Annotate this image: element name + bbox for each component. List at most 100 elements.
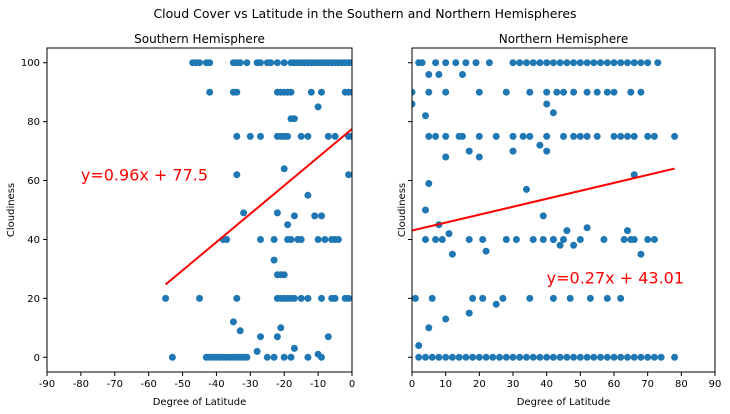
data-point (617, 59, 625, 67)
data-point (438, 236, 446, 243)
x-tick-label: 0 (349, 379, 355, 390)
data-point (516, 353, 524, 361)
data-point (304, 353, 312, 361)
data-point (489, 353, 497, 361)
data-point (637, 353, 645, 361)
data-point (321, 236, 329, 243)
x-tick-label: 40 (540, 379, 553, 390)
data-point (516, 59, 524, 67)
data-point (482, 353, 490, 361)
data-point (644, 236, 652, 243)
data-point (475, 132, 483, 140)
data-point (529, 59, 537, 67)
data-point (273, 209, 281, 217)
data-point (549, 353, 557, 361)
plot-frame (411, 47, 716, 373)
data-point (455, 353, 463, 361)
data-point (233, 294, 241, 302)
data-point (287, 236, 295, 243)
data-point (576, 236, 584, 243)
data-point (257, 333, 264, 341)
data-point (412, 294, 419, 302)
data-point (502, 353, 510, 361)
data-point (442, 88, 450, 96)
data-point (624, 132, 631, 140)
data-point (576, 59, 584, 67)
data-point (563, 353, 571, 361)
data-point (499, 294, 507, 302)
data-point (630, 132, 638, 140)
data-point (270, 236, 278, 243)
data-point (526, 132, 534, 140)
data-point (523, 59, 530, 67)
y-tick-label: 100 (21, 58, 40, 69)
data-point (280, 353, 288, 361)
data-point (331, 132, 339, 140)
data-point (324, 333, 332, 341)
data-point (442, 132, 450, 140)
data-point (512, 236, 520, 243)
data-point (509, 147, 517, 155)
data-point (654, 59, 662, 67)
data-point (311, 212, 319, 220)
data-point (233, 132, 241, 140)
data-point (196, 59, 203, 67)
data-point (509, 353, 517, 361)
data-point (603, 59, 611, 67)
data-point (435, 71, 443, 78)
x-tick-label: 0 (409, 379, 415, 390)
x-tick-label: -80 (73, 379, 89, 390)
data-point (617, 132, 625, 140)
plot-frame (46, 47, 353, 373)
data-point (428, 294, 436, 302)
y-axis-label: Cloudiness (397, 183, 408, 237)
data-point (563, 59, 571, 67)
data-point (475, 153, 483, 161)
regression-line (412, 167, 675, 232)
data-point (576, 132, 584, 140)
data-point (563, 227, 571, 235)
data-point (418, 59, 426, 67)
data-point (549, 294, 557, 302)
data-point (280, 59, 288, 67)
data-point (280, 165, 288, 173)
data-point (624, 59, 631, 67)
data-point (519, 132, 527, 140)
data-point (162, 294, 170, 302)
data-point (624, 353, 631, 361)
x-tick-label: 10 (439, 379, 452, 390)
data-point (543, 88, 551, 96)
data-point (233, 88, 241, 96)
data-point (280, 271, 288, 279)
data-point (432, 59, 440, 67)
data-point (650, 353, 658, 361)
data-point (318, 353, 325, 361)
data-point (267, 59, 275, 67)
data-point (620, 236, 628, 243)
data-point (318, 212, 325, 220)
data-point (469, 294, 477, 302)
data-point (630, 59, 638, 67)
data-point (415, 342, 423, 349)
data-point (593, 132, 601, 140)
data-point (560, 132, 567, 140)
data-point (290, 212, 298, 220)
data-point (657, 353, 665, 361)
data-point (240, 209, 248, 217)
data-point (229, 318, 237, 326)
data-point (543, 59, 551, 67)
data-point (257, 132, 264, 140)
data-point (324, 132, 332, 140)
data-point (263, 353, 271, 361)
x-tick-label: 80 (675, 379, 688, 390)
x-tick-label: -50 (174, 379, 190, 390)
data-point (432, 236, 440, 243)
x-tick-label: 30 (507, 379, 520, 390)
data-point (485, 59, 493, 67)
data-point (570, 59, 578, 67)
data-point (479, 236, 487, 243)
data-point (318, 294, 325, 302)
data-point (270, 256, 278, 264)
y-tick-label: 80 (27, 117, 40, 128)
x-tick-label: -30 (242, 379, 258, 390)
